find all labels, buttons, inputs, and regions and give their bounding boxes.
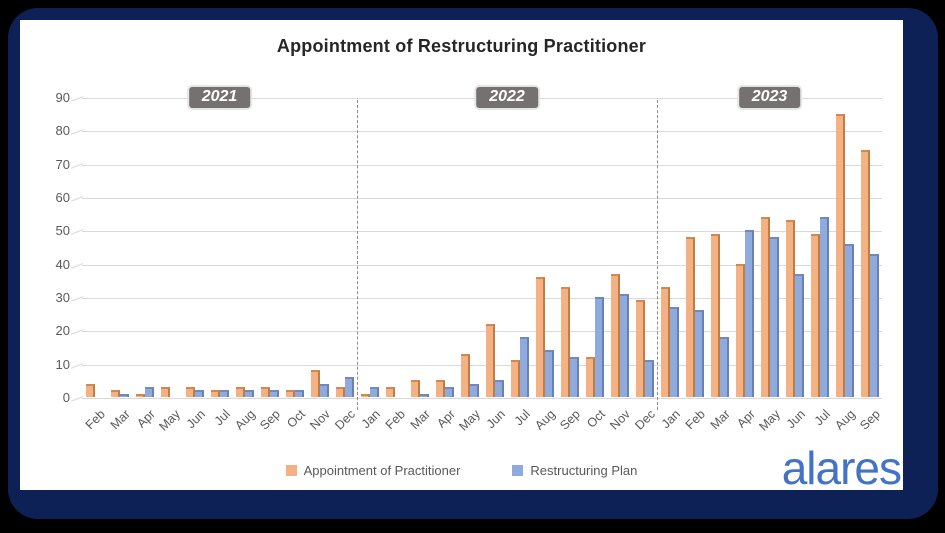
bar-restructuring-plan-23 (669, 307, 679, 397)
legend-item-appointment: Appointment of Practitioner (285, 463, 461, 478)
bar-appointment-of-practitioner-15 (460, 354, 470, 397)
bar-restructuring-plan-26 (744, 230, 754, 397)
bar-appointment-of-practitioner-0 (85, 384, 95, 397)
gridline-10 (82, 364, 882, 366)
gridline-80 (82, 131, 882, 133)
bar-appointment-of-practitioner-19 (560, 287, 570, 397)
y-axis-label-40: 40 (55, 256, 70, 272)
year-separator-1 (657, 100, 658, 410)
bar-restructuring-plan-15 (469, 384, 479, 397)
y-axis-label-10: 10 (55, 356, 70, 372)
gridline-70 (82, 164, 882, 166)
bar-appointment-of-practitioner-11 (360, 394, 370, 397)
bar-restructuring-plan-7 (269, 390, 279, 397)
bar-restructuring-plan-28 (794, 274, 804, 397)
bar-appointment-of-practitioner-29 (810, 234, 820, 397)
gridline-30 (82, 298, 882, 299)
chart-title: Appointment of Restructuring Practitione… (276, 36, 647, 56)
legend-label-restructuring: Restructuring Plan (530, 463, 638, 478)
bar-restructuring-plan-5 (219, 390, 229, 397)
bar-appointment-of-practitioner-22 (635, 300, 645, 397)
chart-legend: Appointment of Practitioner Restructurin… (20, 463, 903, 478)
bar-restructuring-plan-16 (494, 380, 504, 397)
y-axis-label-80: 80 (55, 123, 70, 139)
bar-appointment-of-practitioner-20 (585, 357, 595, 397)
bar-appointment-of-practitioner-9 (310, 370, 320, 397)
bar-appointment-of-practitioner-10 (335, 387, 345, 397)
bar-appointment-of-practitioner-5 (210, 390, 220, 397)
bar-appointment-of-practitioner-16 (485, 324, 495, 397)
legend-swatch-orange-icon (285, 465, 297, 476)
bar-restructuring-plan-22 (644, 360, 654, 397)
y-axis-label-0: 0 (62, 390, 70, 405)
bar-appointment-of-practitioner-17 (510, 360, 520, 397)
bar-appointment-of-practitioner-23 (660, 287, 670, 397)
bar-restructuring-plan-27 (769, 237, 779, 397)
bar-restructuring-plan-10 (344, 377, 354, 397)
year-separator-0 (357, 100, 358, 410)
bar-restructuring-plan-30 (844, 244, 854, 397)
bar-restructuring-plan-18 (544, 350, 554, 397)
gridline-20 (82, 331, 882, 333)
legend-swatch-blue-icon (512, 465, 524, 476)
bar-restructuring-plan-14 (444, 387, 454, 397)
legend-label-appointment: Appointment of Practitioner (303, 463, 461, 478)
bar-appointment-of-practitioner-2 (135, 394, 145, 397)
bar-restructuring-plan-8 (294, 390, 304, 397)
year-badge-2021: 2021 (186, 85, 253, 110)
y-axis-label-20: 20 (55, 323, 70, 339)
gridline-60 (82, 198, 882, 199)
gridline-50 (82, 231, 882, 233)
y-axis-label-70: 70 (55, 156, 70, 172)
bar-restructuring-plan-1 (119, 394, 129, 397)
chart-canvas: Appointment of Restructuring Practitione… (20, 20, 903, 494)
year-badge-2023: 2023 (736, 85, 803, 110)
bar-appointment-of-practitioner-3 (160, 387, 170, 397)
y-axis-label-50: 50 (55, 223, 70, 239)
bar-restructuring-plan-9 (319, 384, 329, 397)
y-axis-label-90: 90 (55, 90, 70, 105)
bar-appointment-of-practitioner-14 (435, 380, 445, 397)
alares-logo: alares (781, 442, 902, 494)
bar-restructuring-plan-24 (694, 310, 704, 397)
bar-appointment-of-practitioner-26 (735, 264, 745, 397)
bar-appointment-of-practitioner-8 (285, 390, 295, 397)
bar-appointment-of-practitioner-24 (685, 237, 695, 397)
gridline-40 (82, 264, 882, 266)
bar-appointment-of-practitioner-4 (185, 387, 195, 397)
bar-appointment-of-practitioner-7 (260, 387, 270, 397)
bar-restructuring-plan-13 (419, 394, 429, 397)
bar-appointment-of-practitioner-25 (710, 234, 720, 397)
bar-restructuring-plan-6 (244, 390, 254, 397)
bar-restructuring-plan-25 (719, 337, 729, 397)
bar-restructuring-plan-21 (619, 294, 629, 397)
bar-restructuring-plan-2 (144, 387, 154, 397)
bar-appointment-of-practitioner-21 (610, 274, 620, 397)
gridline-0 (82, 398, 882, 399)
plot-area: 0 10 20 30 40 50 60 70 80 90 Feb Mar Apr May Jun Jul Aug… (56, 85, 882, 434)
bar-appointment-of-practitioner-1 (110, 390, 120, 397)
legend-item-restructuring: Restructuring Plan (512, 463, 637, 478)
bar-appointment-of-practitioner-27 (760, 217, 770, 397)
bar-appointment-of-practitioner-13 (410, 380, 420, 397)
bar-appointment-of-practitioner-31 (860, 150, 870, 397)
bar-restructuring-plan-29 (819, 217, 829, 397)
bar-appointment-of-practitioner-18 (535, 277, 545, 397)
bar-restructuring-plan-31 (869, 254, 879, 397)
y-axis-label-60: 60 (55, 190, 70, 205)
y-axis-label-30: 30 (55, 290, 70, 305)
bar-restructuring-plan-4 (194, 390, 204, 397)
bar-restructuring-plan-17 (519, 337, 529, 397)
bar-appointment-of-practitioner-12 (385, 387, 395, 397)
bar-appointment-of-practitioner-28 (785, 220, 795, 397)
year-badge-2022: 2022 (474, 85, 540, 110)
bar-appointment-of-practitioner-30 (835, 114, 845, 397)
bar-restructuring-plan-19 (569, 357, 579, 397)
bar-appointment-of-practitioner-6 (235, 387, 245, 397)
bar-restructuring-plan-20 (594, 297, 604, 397)
bar-restructuring-plan-11 (369, 387, 379, 397)
